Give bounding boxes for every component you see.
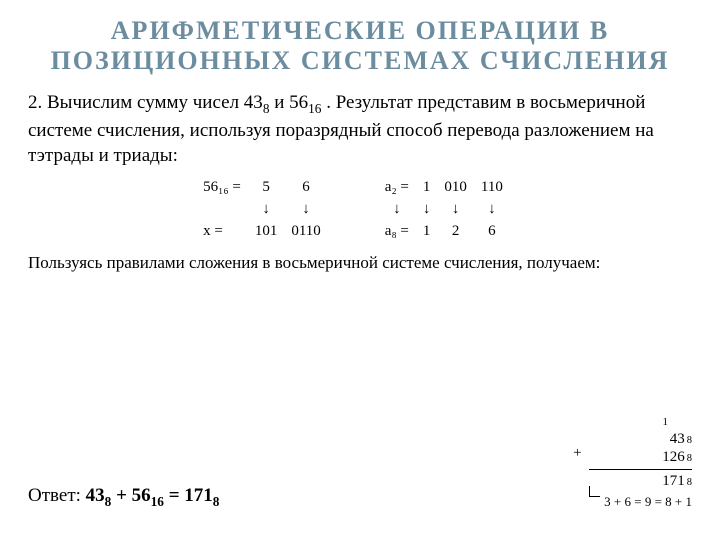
conversion-table: 56₁₆ = 5 6 ↓ ↓ x = 101 0110 a₂ = 1 010 1…	[28, 177, 692, 243]
conv-r-r3-c2: 2	[444, 223, 467, 240]
conv-right-block: a₂ = 1 010 110 ↓ ↓ ↓ ↓ a₈ = 1 2 6	[385, 177, 517, 243]
conv-l-r3-c2: 0110	[291, 223, 320, 240]
sum-val: 171	[662, 472, 685, 491]
conv-l-r1-label: 56₁₆ =	[203, 179, 241, 196]
conv-l-r1-c1: 5	[255, 179, 278, 196]
down-arrow-icon: ↓	[481, 201, 503, 218]
addend-a-sub: 8	[687, 434, 692, 447]
down-arrow-icon: ↓	[255, 201, 278, 218]
addend-a: 438	[589, 430, 692, 449]
answer-line: Ответ: 438 + 5616 = 1718	[28, 485, 219, 510]
plus-icon: +	[573, 444, 581, 463]
conv-l-r3-label: x =	[203, 223, 241, 240]
conv-r-r3-c1: 1	[423, 223, 431, 240]
sum-line: 1718	[589, 469, 692, 491]
conv-l-r3-c1: 101	[255, 223, 278, 240]
addend-b-sub: 8	[687, 452, 692, 465]
answer-s3: 8	[213, 494, 220, 509]
problem-pre: 2. Вычислим сумму чисел 43	[28, 92, 263, 113]
note-text: Пользуясь правилами сложения в восьмерич…	[28, 253, 692, 273]
explain-wrap: 3 + 6 = 9 = 8 + 1	[589, 494, 692, 510]
answer-n1: 43	[86, 485, 105, 506]
slide-title: АРИФМЕТИЧЕСКИЕ ОПЕРАЦИИ В ПОЗИЦИОННЫХ СИ…	[28, 16, 692, 76]
conv-r-r1-c1: 1	[423, 179, 431, 196]
answer-n2: 56	[132, 485, 151, 506]
bracket-icon	[589, 486, 600, 497]
down-arrow-icon: ↓	[385, 201, 409, 218]
carry-digit: 1	[663, 416, 669, 430]
problem-mid1: и 56	[269, 92, 308, 113]
answer-s2: 16	[151, 494, 164, 509]
conv-r-r1-c2: 010	[444, 179, 467, 196]
addend-b-val: 126	[662, 448, 685, 467]
answer-pre: Ответ:	[28, 485, 86, 506]
sum-sub: 8	[687, 476, 692, 489]
addend-a-val: 43	[670, 430, 685, 449]
conv-r-r1-c3: 110	[481, 179, 503, 196]
conv-r-r1-label: a₂ =	[385, 179, 409, 196]
carry-line: 1	[589, 416, 668, 430]
answer-plus: +	[111, 485, 131, 506]
problem-statement: 2. Вычислим сумму чисел 438 и 5616 . Рез…	[28, 90, 692, 169]
conv-l-r1-c2: 6	[291, 179, 320, 196]
explain-text: 3 + 6 = 9 = 8 + 1	[604, 494, 692, 510]
down-arrow-icon: ↓	[291, 201, 320, 218]
down-arrow-icon: ↓	[444, 201, 467, 218]
problem-sub2: 16	[308, 101, 321, 116]
answer-eq: =	[164, 485, 184, 506]
answer-n3: 171	[184, 485, 213, 506]
down-arrow-icon: ↓	[423, 201, 431, 218]
addend-b: 1268	[589, 448, 692, 467]
addition-column: + 1 438 1268 1718 3 + 6 = 9 = 8 + 1	[573, 416, 692, 510]
conv-r-r3-c3: 6	[481, 223, 503, 240]
conv-left-block: 56₁₆ = 5 6 ↓ ↓ x = 101 0110	[203, 177, 335, 243]
conv-r-r3-label: a₈ =	[385, 223, 409, 240]
